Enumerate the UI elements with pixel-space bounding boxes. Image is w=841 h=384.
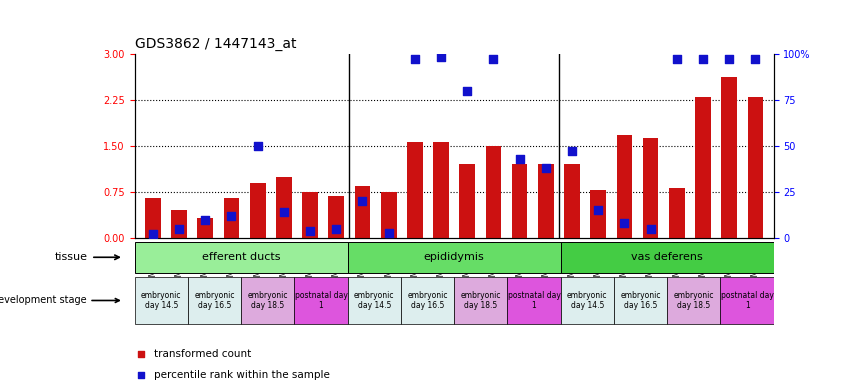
Text: epididymis: epididymis <box>424 252 484 262</box>
Text: efferent ducts: efferent ducts <box>202 252 280 262</box>
FancyBboxPatch shape <box>135 242 347 273</box>
Point <box>591 207 605 214</box>
Point <box>565 148 579 154</box>
Bar <box>485 146 501 238</box>
Bar <box>433 142 449 238</box>
Bar <box>355 186 370 238</box>
FancyBboxPatch shape <box>454 277 507 324</box>
Bar <box>643 138 659 238</box>
FancyBboxPatch shape <box>347 277 401 324</box>
Bar <box>696 97 711 238</box>
Point <box>487 56 500 62</box>
FancyBboxPatch shape <box>135 277 188 324</box>
Bar <box>407 142 423 238</box>
Bar <box>145 198 161 238</box>
Point <box>748 56 762 62</box>
Bar <box>459 164 475 238</box>
Point <box>461 88 474 94</box>
FancyBboxPatch shape <box>561 277 614 324</box>
Point <box>172 226 186 232</box>
Bar <box>590 190 606 238</box>
Point <box>505 274 519 280</box>
Bar <box>564 164 580 238</box>
Point <box>513 156 526 162</box>
Point <box>198 217 212 223</box>
Bar <box>512 164 527 238</box>
Text: tissue: tissue <box>56 252 119 262</box>
Point <box>696 56 710 62</box>
Text: embryonic
day 18.5: embryonic day 18.5 <box>247 291 288 310</box>
Point <box>356 198 369 204</box>
Point <box>434 55 447 61</box>
Point <box>382 230 395 236</box>
Bar <box>198 218 213 238</box>
Text: embryonic
day 14.5: embryonic day 14.5 <box>567 291 607 310</box>
Text: embryonic
day 16.5: embryonic day 16.5 <box>621 291 661 310</box>
FancyBboxPatch shape <box>507 277 561 324</box>
Bar <box>748 97 764 238</box>
Text: embryonic
day 18.5: embryonic day 18.5 <box>674 291 714 310</box>
FancyBboxPatch shape <box>401 277 454 324</box>
Text: development stage: development stage <box>0 295 119 306</box>
Point <box>722 56 736 62</box>
Bar <box>616 136 632 238</box>
Text: embryonic
day 18.5: embryonic day 18.5 <box>461 291 501 310</box>
Text: embryonic
day 16.5: embryonic day 16.5 <box>407 291 447 310</box>
Point <box>670 56 684 62</box>
Text: embryonic
day 14.5: embryonic day 14.5 <box>354 291 394 310</box>
Point <box>539 165 553 171</box>
Point <box>505 86 519 92</box>
Bar <box>538 164 553 238</box>
Point <box>644 226 658 232</box>
FancyBboxPatch shape <box>241 277 294 324</box>
Bar <box>669 188 685 238</box>
FancyBboxPatch shape <box>561 242 774 273</box>
Point <box>617 220 631 227</box>
Point <box>304 228 317 234</box>
Text: embryonic
day 16.5: embryonic day 16.5 <box>194 291 235 310</box>
Text: transformed count: transformed count <box>154 349 251 359</box>
Bar <box>250 183 266 238</box>
Bar <box>722 77 737 238</box>
Point <box>330 226 343 232</box>
Bar <box>381 192 396 238</box>
FancyBboxPatch shape <box>188 277 241 324</box>
FancyBboxPatch shape <box>294 277 347 324</box>
Bar <box>276 177 292 238</box>
Text: embryonic
day 14.5: embryonic day 14.5 <box>141 291 182 310</box>
Text: vas deferens: vas deferens <box>632 252 703 262</box>
Text: postnatal day
1: postnatal day 1 <box>294 291 347 310</box>
Point <box>225 213 238 219</box>
Point <box>146 231 160 237</box>
Point <box>251 143 264 149</box>
FancyBboxPatch shape <box>614 277 667 324</box>
Point <box>278 209 291 215</box>
Point <box>408 56 421 62</box>
Bar <box>172 210 187 238</box>
Text: postnatal day
1: postnatal day 1 <box>721 291 774 310</box>
FancyBboxPatch shape <box>721 277 774 324</box>
FancyBboxPatch shape <box>667 277 721 324</box>
Bar <box>224 198 240 238</box>
Bar <box>328 196 344 238</box>
Text: percentile rank within the sample: percentile rank within the sample <box>154 370 330 380</box>
FancyBboxPatch shape <box>347 242 561 273</box>
Bar <box>302 192 318 238</box>
Text: postnatal day
1: postnatal day 1 <box>508 291 560 310</box>
Text: GDS3862 / 1447143_at: GDS3862 / 1447143_at <box>135 37 296 51</box>
